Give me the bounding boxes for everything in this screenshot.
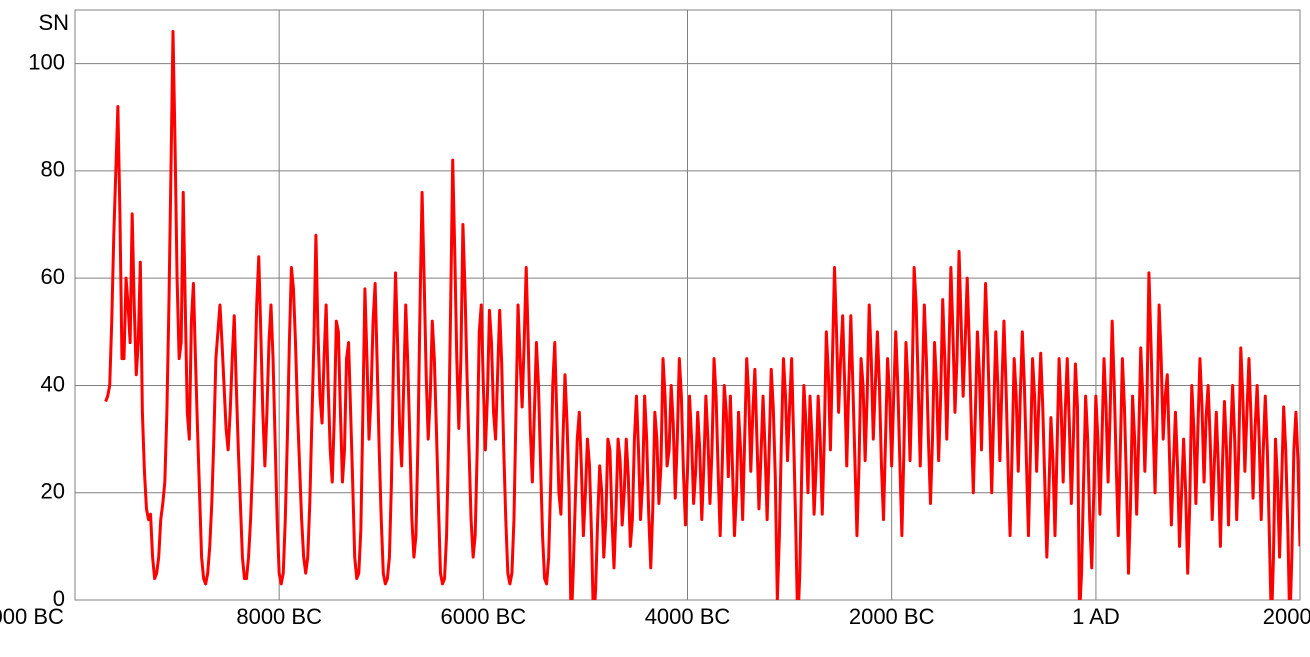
line-chart: 02040608010010000 BC8000 BC6000 BC4000 B…	[0, 0, 1310, 657]
y-axis-label: SN	[38, 10, 69, 35]
xtick-label: 2000 BC	[849, 604, 935, 629]
xtick-label: 10000 BC	[0, 604, 64, 629]
xtick-label: 8000 BC	[236, 604, 322, 629]
ytick-label: 20	[41, 479, 65, 504]
xtick-label: 6000 BC	[441, 604, 527, 629]
ytick-label: 80	[41, 157, 65, 182]
ytick-label: 40	[41, 371, 65, 396]
ytick-label: 60	[41, 264, 65, 289]
xtick-label: 2000 AD	[1263, 604, 1310, 629]
chart-container: 02040608010010000 BC8000 BC6000 BC4000 B…	[0, 0, 1310, 657]
xtick-label: 4000 BC	[645, 604, 731, 629]
xtick-label: 1 AD	[1072, 604, 1120, 629]
ytick-label: 100	[28, 49, 65, 74]
